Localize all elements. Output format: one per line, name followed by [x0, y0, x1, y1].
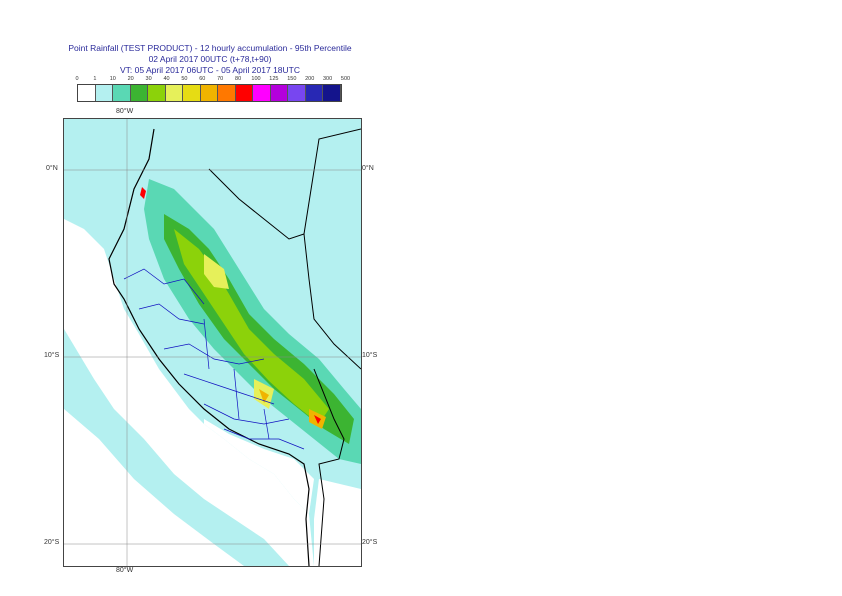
legend-threshold-label: 125	[269, 76, 279, 82]
lon-label-top: 80°W	[116, 108, 134, 115]
legend-swatch	[235, 85, 253, 101]
legend-swatch	[200, 85, 218, 101]
regional-borders	[123, 268, 305, 450]
dry-ocean-region	[64, 219, 314, 566]
legend-threshold-label: 10	[109, 76, 116, 82]
map-subtitle-validity: VT: 05 April 2017 06UTC - 05 April 2017 …	[119, 65, 300, 75]
coastal-light-strip	[64, 329, 289, 566]
lat-label-20-left: 20°S	[44, 539, 60, 546]
legend-threshold-label: 200	[305, 76, 315, 82]
legend-threshold-label: 150	[287, 76, 297, 82]
legend-threshold-label: 500	[340, 76, 351, 82]
southeast-light-region	[314, 479, 361, 566]
legend-threshold-labels: 0 1 10 20 30 40 50 60 70 80 100 125 150 200 300 500	[68, 76, 358, 84]
rainfall-map	[63, 118, 362, 567]
map-svg	[64, 119, 361, 566]
legend-threshold-label: 1	[93, 76, 97, 82]
lat-label-10-right: 10°S	[362, 352, 378, 359]
rain-40mm-patch	[204, 254, 274, 409]
legend-swatch	[165, 85, 183, 101]
legend-color-bar	[77, 84, 342, 102]
legend-swatch	[218, 85, 236, 101]
legend-swatch	[270, 85, 288, 101]
lat-label-0-left: 0°N	[46, 165, 58, 172]
legend-threshold-label: 300	[323, 76, 333, 82]
legend-threshold-label: 20	[127, 76, 134, 82]
legend-threshold-label: 0	[75, 76, 79, 82]
legend-swatch	[148, 85, 166, 101]
legend-threshold-label: 40	[163, 76, 170, 82]
legend-swatch	[78, 85, 96, 101]
rain-60mm-patch	[259, 389, 326, 429]
legend-threshold-label: 70	[217, 76, 224, 82]
lat-label-0-right: 0°N	[362, 165, 374, 172]
legend-swatch	[183, 85, 201, 101]
legend-swatch	[253, 85, 271, 101]
legend-swatch	[323, 85, 341, 101]
legend-threshold-label: 100	[251, 76, 261, 82]
legend-swatch	[288, 85, 306, 101]
legend-swatch	[95, 85, 113, 101]
legend-threshold-label: 60	[199, 76, 206, 82]
lon-label-bottom: 80°W	[116, 567, 134, 574]
lat-label-20-right: 20°S	[362, 539, 378, 546]
legend-threshold-label: 30	[145, 76, 152, 82]
lat-label-10-left: 10°S	[44, 352, 60, 359]
coastline	[108, 128, 310, 566]
map-subtitle-run: 02 April 2017 00UTC (t+78,t+90)	[148, 54, 272, 64]
country-border	[208, 128, 361, 566]
legend-threshold-label: 80	[235, 76, 242, 82]
legend-swatch	[305, 85, 323, 101]
legend-swatch	[113, 85, 131, 101]
legend-swatch	[130, 85, 148, 101]
map-title: Point Rainfall (TEST PRODUCT) - 12 hourl…	[68, 43, 352, 53]
dry-inland-region	[204, 419, 314, 514]
legend-threshold-label: 50	[181, 76, 188, 82]
